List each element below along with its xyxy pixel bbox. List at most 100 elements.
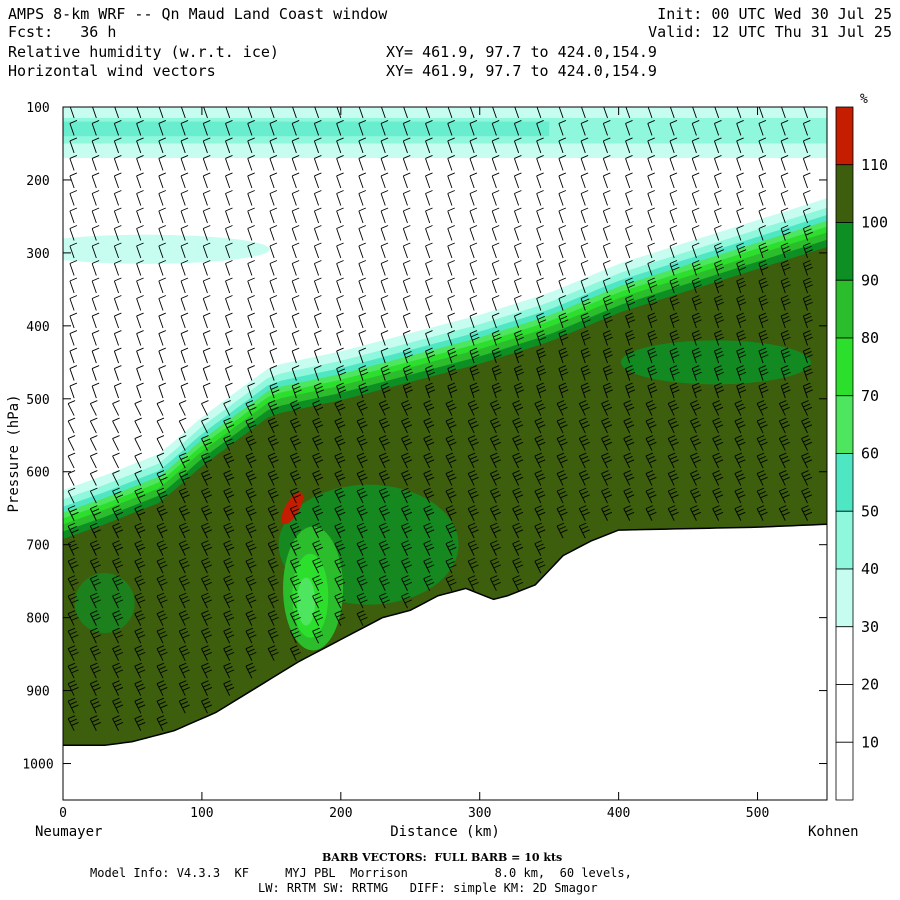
y-tick-label: 300 <box>26 247 49 262</box>
wind-barb <box>734 505 746 521</box>
terrain-fill <box>63 524 827 800</box>
y-tick-label: 200 <box>26 174 49 189</box>
wind-barb <box>334 540 346 556</box>
wind-barb <box>113 330 122 346</box>
wind-barb <box>556 522 568 539</box>
wind-barb <box>223 557 235 574</box>
wind-barb <box>625 277 636 294</box>
wind-barb <box>647 137 655 154</box>
wind-barb <box>180 207 189 224</box>
wind-barb <box>312 540 324 556</box>
wind-barb <box>247 312 255 329</box>
wind-barb <box>802 172 811 189</box>
wind-barb <box>358 347 367 364</box>
colorbar-cell <box>835 453 854 512</box>
wind-barb <box>336 242 344 259</box>
wind-barb <box>669 365 680 381</box>
wind-barb <box>356 400 368 416</box>
wind-barb <box>625 312 636 329</box>
wind-barb <box>401 592 413 609</box>
wind-barb <box>223 470 235 486</box>
wind-barb <box>158 225 166 241</box>
wind-barb <box>223 522 235 539</box>
wind-barb <box>758 382 769 399</box>
wind-barb <box>734 400 746 416</box>
wind-barb <box>113 155 122 171</box>
wind-barb <box>602 155 611 171</box>
wind-barb <box>69 137 78 154</box>
wind-barb <box>201 557 213 574</box>
wind-barb <box>447 330 455 346</box>
wind-barb <box>245 592 257 609</box>
wind-barb <box>67 400 76 416</box>
x-tick-label: 300 <box>468 806 491 821</box>
wind-barb <box>491 295 500 311</box>
wind-barb <box>647 260 655 276</box>
wind-barb <box>158 295 166 311</box>
wind-barb <box>534 540 546 556</box>
wind-barb <box>291 172 300 189</box>
colorbar-label: 100 <box>861 214 888 232</box>
wind-barb <box>225 120 233 136</box>
wind-barb <box>667 487 679 504</box>
wind-barb <box>380 260 389 276</box>
wind-barb <box>134 715 146 731</box>
wind-barb <box>401 557 413 574</box>
wind-barb <box>778 470 790 486</box>
wind-barb <box>336 155 344 171</box>
wind-barb <box>67 680 79 696</box>
wind-barb <box>467 522 479 539</box>
wind-barb <box>556 417 568 434</box>
wind-barb <box>180 347 189 364</box>
wind-barb <box>91 277 100 294</box>
wind-barb <box>267 610 279 626</box>
wind-barb <box>312 400 324 416</box>
wind-barb <box>69 207 78 224</box>
wind-barb <box>514 107 520 119</box>
wind-barb <box>334 592 346 609</box>
wind-barb <box>158 330 166 346</box>
wind-barb <box>313 225 322 241</box>
wind-barb <box>669 137 678 154</box>
wind-barb <box>758 277 769 294</box>
wind-barb <box>691 137 700 154</box>
wind-barb <box>801 470 813 486</box>
wind-barb <box>781 107 786 119</box>
wind-barb <box>225 107 231 119</box>
wind-barb <box>512 522 524 539</box>
wind-barb <box>112 610 124 626</box>
wind-barb <box>267 557 279 574</box>
wind-barb <box>603 107 608 119</box>
wind-barb <box>714 172 722 189</box>
wind-barb <box>291 277 300 294</box>
wind-barb <box>736 295 747 311</box>
wind-barb <box>645 452 657 469</box>
wind-barb <box>134 557 146 574</box>
wind-barb <box>134 662 146 679</box>
wind-barb <box>712 435 724 451</box>
wind-barb <box>669 242 678 259</box>
wind-barb <box>690 505 701 521</box>
wind-barb <box>91 330 100 346</box>
wind-barb <box>289 557 301 574</box>
wind-barb <box>401 522 413 539</box>
wind-barb <box>691 190 700 206</box>
wind-barb <box>156 697 168 714</box>
wind-barb <box>291 190 300 206</box>
wind-barb <box>156 470 168 486</box>
wind-barb <box>156 522 168 539</box>
wind-barb <box>136 120 144 136</box>
wind-barb <box>512 487 524 504</box>
wind-barb <box>67 557 79 574</box>
wind-barb <box>289 435 301 451</box>
wind-barb <box>69 120 78 136</box>
wind-barb <box>92 107 97 119</box>
wind-barb <box>178 557 190 574</box>
wind-barb <box>580 242 589 259</box>
wind-barb <box>156 575 168 591</box>
wind-barb <box>91 190 100 206</box>
wind-barb <box>334 575 346 591</box>
wind-barb <box>558 242 567 259</box>
x-axis-label: Distance (km) <box>390 824 500 840</box>
colorbar-cell <box>835 279 854 339</box>
